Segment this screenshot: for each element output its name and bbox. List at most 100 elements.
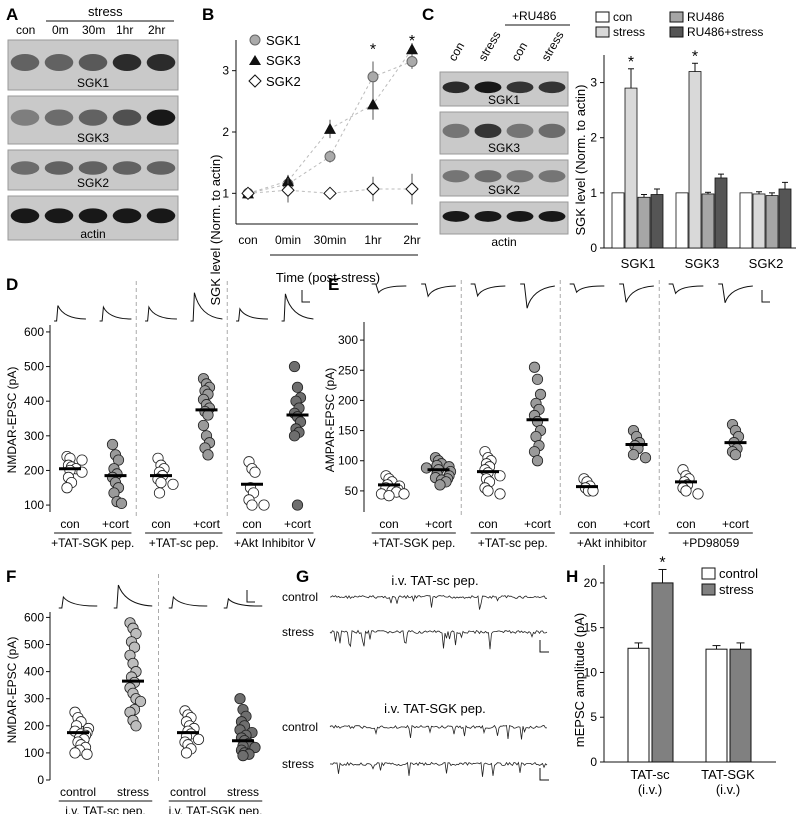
- chartE-point-3-0: [528, 361, 541, 373]
- chartD-group-label-1: +TAT-sc pep.: [149, 536, 219, 550]
- panel-g-trace-0: [330, 594, 547, 610]
- h-bar-1-0: [705, 648, 728, 763]
- chartE-xtick-label-2: con: [478, 517, 497, 531]
- legend-swatch-control: [701, 567, 716, 580]
- blot-a-sgk3-band-0: [10, 109, 40, 126]
- blot-a-sgk2-band-2: [78, 161, 108, 175]
- panel-g-traces: [329, 594, 548, 777]
- panel-b-legend: SGK1 SGK3 SGK2: [248, 33, 301, 89]
- chartE-scale-bar: [761, 290, 770, 303]
- chartF-ytick-label-4: 400: [24, 665, 44, 679]
- legend-marker-sgk1: [249, 34, 261, 46]
- blot-c-sgk1-band-2: [506, 81, 534, 94]
- panel-g-row-0-1: stress: [282, 625, 314, 639]
- panel-g-trace-1: [329, 629, 548, 650]
- panel-c-ylabel: SGK level (Norm. to actin): [573, 85, 588, 236]
- chartD-point-3-14: [202, 449, 214, 461]
- panel-b-letter: B: [202, 5, 214, 24]
- chartE-trace-7: [718, 283, 753, 303]
- b-point-sgk2-2: [323, 186, 337, 201]
- panel-h-ylabel: mEPSC amplitude (pA): [572, 613, 587, 747]
- chartD-ytick-label-3: 400: [24, 394, 44, 408]
- panel-f-ylabel: NMDAR-EPSC (pA): [5, 637, 19, 744]
- chartE-ytick-label-5: 300: [338, 333, 358, 347]
- chartF-xtick-label-1: stress: [117, 785, 149, 799]
- chartE-point-3-11: [531, 455, 544, 467]
- panel-g-scale-bar-1: [539, 640, 549, 653]
- chartF-point-1-13: [134, 695, 147, 708]
- blot-a-actin-band-4: [146, 208, 176, 224]
- h-star-0: *: [659, 554, 665, 571]
- c-bar-1-0: [675, 192, 689, 249]
- chartD-xtick-label-0: con: [60, 517, 79, 531]
- blot-c-sgk1-band-0: [442, 81, 470, 94]
- chartD-point-4-2: [249, 466, 261, 478]
- chartE-trace-2: [470, 283, 506, 298]
- chartD-trace-0: [54, 305, 86, 322]
- b-ytick-label-2: 3: [222, 64, 229, 78]
- blot-a-actin-band-0: [10, 208, 40, 224]
- c-bar-1-3: [714, 177, 728, 249]
- blot-a-sgk3-band-3: [112, 109, 142, 126]
- chartE-ytick-label-4: 250: [338, 363, 358, 377]
- panel-a-time-1: 30m: [82, 23, 105, 37]
- chartE-group-label-1: +TAT-sc pep.: [478, 536, 548, 550]
- c-xtick-label-2: SGK2: [749, 256, 784, 271]
- chartF-point-2-9: [192, 733, 205, 745]
- chartD-point-5-11: [291, 499, 304, 511]
- panel-h-legend: control stress: [701, 566, 758, 597]
- chartE-xtick-label-5: +cort: [623, 517, 651, 531]
- blot-c-sgk2-band-3: [538, 170, 566, 183]
- blot-c-sgk3-band-1: [474, 123, 502, 139]
- b-point-sgk2-1: [281, 183, 295, 197]
- chartD-point-4-6: [246, 499, 258, 511]
- blot-c-sgk3-band-0: [442, 123, 470, 139]
- chartD-group-label-2: +Akt Inhibitor V: [234, 536, 316, 550]
- panel-g-title-1: i.v. TAT-SGK pep.: [384, 701, 486, 716]
- panel-h-legend-0: control: [719, 566, 758, 581]
- h-xtick-label-1: TAT-SGK: [701, 767, 755, 782]
- chartE-group-label-2: +Akt inhibitor: [577, 536, 647, 550]
- c-ytick-label-1: 1: [590, 186, 597, 200]
- blot-a-actin-band-3: [112, 208, 142, 224]
- c-bar-0-1: [624, 87, 638, 249]
- chartF-ytick-label-1: 100: [24, 746, 44, 760]
- c-ytick-label-2: 2: [590, 131, 597, 145]
- chartD-trace-4: [236, 307, 268, 322]
- c-ytick-label-3: 3: [590, 76, 597, 90]
- chartE-point-3-1: [531, 373, 544, 385]
- panel-e-ylabel: AMPAR-EPSC (pA): [323, 368, 337, 472]
- b-point-sgk1-2: [324, 151, 336, 163]
- chartD-ytick-label-0: 100: [24, 498, 44, 512]
- blot-a-sgk2-band-3: [112, 161, 142, 175]
- blot-a-sgk2-band-4: [146, 161, 176, 175]
- chartE-xtick-label-4: con: [577, 517, 596, 531]
- chartF-point-0-16: [81, 748, 93, 760]
- panel-d-chart: 100 200 300 400 500 600 con +cort con +cort con +co…: [24, 281, 316, 550]
- blot-c-sgk2-label: SGK2: [488, 183, 520, 197]
- chartE-point-1-14: [434, 479, 446, 491]
- panel-b-xlabel: Time (post-stress): [276, 270, 380, 285]
- panel-c-legend-0: con: [613, 10, 632, 24]
- blot-a-sgk3-band-4: [146, 109, 176, 126]
- b-xtick-label-0: con: [238, 233, 257, 247]
- chartD-point-0-10: [61, 482, 73, 494]
- c-bar-1-1: [688, 71, 702, 249]
- blot-c-sgk1-band-3: [538, 81, 566, 94]
- chartE-point-7-6: [729, 449, 742, 461]
- chartD-xtick-label-1: +cort: [102, 517, 130, 531]
- panel-f-chart: 0 100 200 300 400 500 600 control stress control s…: [24, 574, 262, 814]
- chartE-point-3-2: [534, 388, 547, 400]
- legend-swatch-stress: [595, 26, 610, 38]
- chartD-point-3-9: [202, 409, 214, 421]
- b-point-sgk3-3: [367, 98, 379, 110]
- c-bar-0-3: [650, 194, 664, 249]
- chartE-point-0-11: [383, 490, 395, 502]
- blot-a-sgk2-band-1: [44, 161, 74, 175]
- panel-g-letter: G: [296, 567, 309, 586]
- panel-d: D 100 200 300 400 500 600 con +cort con +cort con +…: [5, 275, 316, 550]
- panel-e-chart: 50 100 150 200 250 300 con +cort con +cort con +cor…: [338, 280, 770, 550]
- chartE-ytick-label-3: 200: [338, 393, 358, 407]
- chartD-ytick-label-1: 200: [24, 463, 44, 477]
